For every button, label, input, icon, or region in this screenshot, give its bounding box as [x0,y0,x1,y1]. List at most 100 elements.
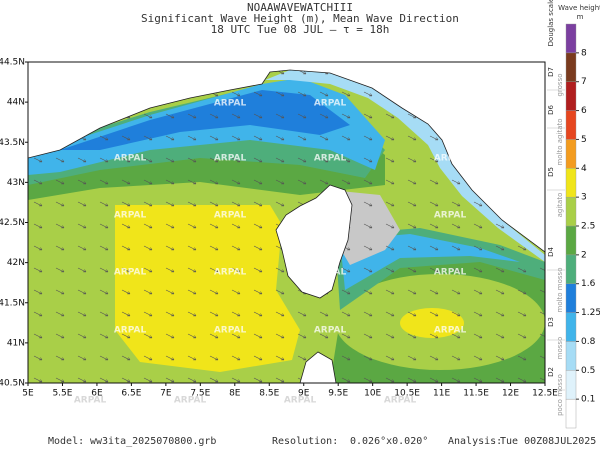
arrow [231,245,241,251]
arrow [407,179,417,185]
arrow [363,135,373,141]
arrow [429,223,439,229]
arrow [429,355,439,361]
x-tick-label: 5.5E [52,389,72,399]
arrow [385,113,395,119]
arrow [539,355,545,361]
arrow [121,179,131,185]
colorbar-label: 0.8 [581,337,596,347]
arrow [231,289,241,295]
arrow [517,245,527,251]
colorbar-band [565,225,577,256]
colorbar-label: 1.6 [581,279,596,289]
arrow [473,355,483,361]
wave-zone [115,205,300,372]
arrow [275,355,285,361]
arrow [363,311,373,317]
arrow [143,333,153,339]
arrow [275,377,285,383]
colorbar-band [565,283,577,313]
arrow [55,267,65,273]
arrow [275,135,285,141]
x-tick-label: 6E [91,389,103,399]
arrow [275,113,285,119]
arrow [253,333,263,339]
arrow [99,311,109,317]
colorbar-label: 5 [581,135,587,145]
arrow [187,289,197,295]
arrow [33,157,43,163]
watermark: ARPAL [314,211,347,221]
y-tick-label: 40.5N [0,379,25,389]
watermark: ARPAL [214,268,247,278]
arrow [231,135,241,141]
colorbar-band [565,52,577,82]
arrow [121,135,131,141]
title-line: 18 UTC Tue 08 JUL – τ = 18h [211,23,390,36]
douglas-label: D5 [547,167,555,177]
arrow [231,377,241,383]
x-tick-label: 10.5E [394,389,420,399]
arrow [143,377,153,383]
arrow [429,377,439,383]
arrow [275,311,285,317]
arrow [341,179,351,185]
arrow [165,113,175,119]
arrow [99,135,109,141]
arrow [77,201,87,207]
arrow [341,113,351,119]
arrow [121,377,131,383]
arrow [209,113,219,119]
arrow [253,135,263,141]
arrow [517,377,527,383]
arrow [231,333,241,339]
arrow [451,311,461,317]
arrow [143,267,153,273]
footer-value: 0.026°x0.020° [350,436,428,447]
arrow [33,355,43,361]
x-tick-label: 7E [160,389,172,399]
arrow [451,179,461,185]
watermark: ARPAL [214,326,247,336]
arrow [385,311,395,317]
arrow [341,333,351,339]
colorbar-label: 1.25 [581,308,600,318]
arrow [341,355,351,361]
arrow [77,223,87,229]
y-tick-label: 42.5N [0,218,25,228]
arrow [341,311,351,317]
arrow [385,201,395,207]
x-tick-label: 12E [502,389,519,399]
arrow [121,157,131,163]
arrow [363,179,373,185]
arrow [187,201,197,207]
arrow [55,245,65,251]
arrow [517,355,527,361]
arrow [319,135,329,141]
arrow [143,113,153,119]
land [275,184,353,299]
arrow [253,377,263,383]
arrow [297,311,307,317]
douglas-description: molto mosso [556,268,564,313]
arrow [385,267,395,273]
arrow [253,223,263,229]
arrow [99,157,109,163]
watermark: ARPAL [434,326,467,336]
watermark: ARPAL [314,154,347,164]
watermark: ARPAL [434,99,467,109]
arrow [407,355,417,361]
arrow [253,289,263,295]
arrow [231,179,241,185]
arrow [77,355,87,361]
arrow [143,245,153,251]
arrow [253,201,263,207]
colorbar-band [565,139,577,169]
arrow [297,135,307,141]
arrow [319,157,329,163]
arrow [231,157,241,163]
arrow [275,179,285,185]
x-tick-label: 9.5E [328,389,348,399]
colorbar-label: 7 [581,77,587,87]
watermark: ARPAL [434,211,467,221]
